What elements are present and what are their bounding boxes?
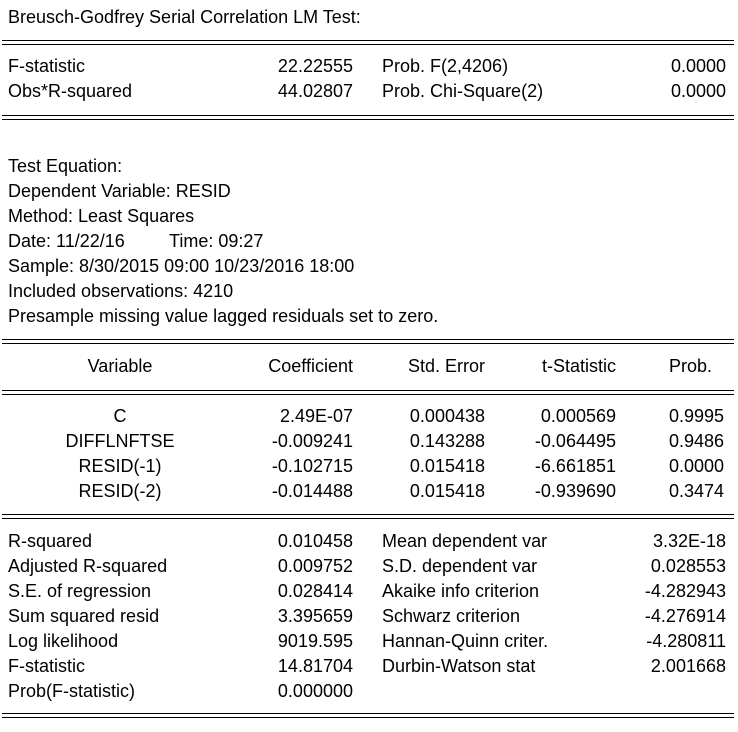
divider bbox=[2, 514, 734, 519]
summary-label: Mean dependent var bbox=[382, 531, 548, 551]
cell-std-error: 0.015418 bbox=[409, 481, 485, 501]
cell-std-error: 0.000438 bbox=[409, 406, 485, 426]
summary-label: Prob(F-statistic) bbox=[8, 681, 136, 701]
stat-prob-label: Prob. Chi-Square(2) bbox=[382, 81, 544, 101]
column-header: Coefficient bbox=[268, 356, 353, 376]
time: Time: 09:27 bbox=[169, 231, 264, 251]
summary-value: 0.028414 bbox=[277, 581, 353, 601]
summary-value: 0.000000 bbox=[277, 681, 353, 701]
summary-value: 9019.595 bbox=[277, 631, 353, 651]
summary-label: Akaike info criterion bbox=[382, 581, 540, 601]
summary-label: Durbin-Watson stat bbox=[382, 656, 536, 676]
column-header: t-Statistic bbox=[541, 356, 616, 376]
summary-value: 3.395659 bbox=[277, 606, 353, 626]
column-header: Std. Error bbox=[407, 356, 485, 376]
summary-value: 2.001668 bbox=[650, 656, 726, 676]
observations: Included observations: 4210 bbox=[8, 281, 234, 301]
column-header: Prob. bbox=[668, 356, 712, 376]
method: Method: Least Squares bbox=[8, 206, 195, 226]
cell-coefficient: -0.009241 bbox=[271, 431, 353, 451]
cell-t-statistic: -0.939690 bbox=[534, 481, 616, 501]
cell-coefficient: -0.014488 bbox=[271, 481, 353, 501]
cell-std-error: 0.015418 bbox=[409, 456, 485, 476]
summary-value: 0.009752 bbox=[277, 556, 353, 576]
summary-label: Adjusted R-squared bbox=[8, 556, 168, 576]
divider bbox=[2, 40, 734, 45]
summary-label: S.D. dependent var bbox=[382, 556, 538, 576]
date: Date: 11/22/16 bbox=[8, 231, 125, 251]
sample: Sample: 8/30/2015 09:00 10/23/2016 18:00 bbox=[8, 256, 355, 276]
summary-value: -4.276914 bbox=[644, 606, 726, 626]
report-title: Breusch-Godfrey Serial Correlation LM Te… bbox=[8, 7, 361, 27]
stat-prob-label: Prob. F(2,4206) bbox=[382, 56, 509, 76]
summary-label: Schwarz criterion bbox=[382, 606, 521, 626]
divider bbox=[2, 339, 734, 344]
column-header: Variable bbox=[87, 356, 153, 376]
summary-value: 0.010458 bbox=[277, 531, 353, 551]
cell-t-statistic: -0.064495 bbox=[534, 431, 616, 451]
presample-note: Presample missing value lagged residuals… bbox=[8, 306, 439, 326]
cell-t-statistic: -6.661851 bbox=[534, 456, 616, 476]
divider bbox=[2, 713, 734, 718]
cell-prob: 0.0000 bbox=[668, 456, 724, 476]
summary-label: Log likelihood bbox=[8, 631, 119, 651]
cell-prob: 0.9995 bbox=[668, 406, 724, 426]
cell-coefficient: 2.49E-07 bbox=[279, 406, 353, 426]
summary-value: 3.32E-18 bbox=[652, 531, 726, 551]
cell-prob: 0.9486 bbox=[668, 431, 724, 451]
summary-value: 0.028553 bbox=[650, 556, 726, 576]
cell-variable: DIFFLNFTSE bbox=[65, 431, 175, 451]
summary-label: R-squared bbox=[8, 531, 93, 551]
stat-label: F-statistic bbox=[8, 56, 86, 76]
summary-label: Sum squared resid bbox=[8, 606, 160, 626]
cell-std-error: 0.143288 bbox=[409, 431, 485, 451]
equation-heading: Test Equation: bbox=[8, 156, 123, 176]
stat-value: 22.22555 bbox=[277, 56, 353, 76]
summary-value: 14.81704 bbox=[277, 656, 353, 676]
stat-prob-value: 0.0000 bbox=[670, 81, 726, 101]
divider bbox=[2, 390, 734, 395]
divider bbox=[2, 115, 734, 120]
cell-t-statistic: 0.000569 bbox=[540, 406, 616, 426]
summary-label: S.E. of regression bbox=[8, 581, 152, 601]
cell-prob: 0.3474 bbox=[668, 481, 724, 501]
stat-label: Obs*R-squared bbox=[8, 81, 133, 101]
cell-coefficient: -0.102715 bbox=[271, 456, 353, 476]
stat-value: 44.02807 bbox=[277, 81, 353, 101]
cell-variable: C bbox=[113, 406, 127, 426]
summary-label: Hannan-Quinn criter. bbox=[382, 631, 549, 651]
cell-variable: RESID(-1) bbox=[78, 456, 162, 476]
summary-value: -4.282943 bbox=[644, 581, 726, 601]
stat-prob-value: 0.0000 bbox=[670, 56, 726, 76]
dependent-variable: Dependent Variable: RESID bbox=[8, 181, 231, 201]
summary-value: -4.280811 bbox=[646, 631, 726, 651]
cell-variable: RESID(-2) bbox=[78, 481, 162, 501]
summary-label: F-statistic bbox=[8, 656, 86, 676]
